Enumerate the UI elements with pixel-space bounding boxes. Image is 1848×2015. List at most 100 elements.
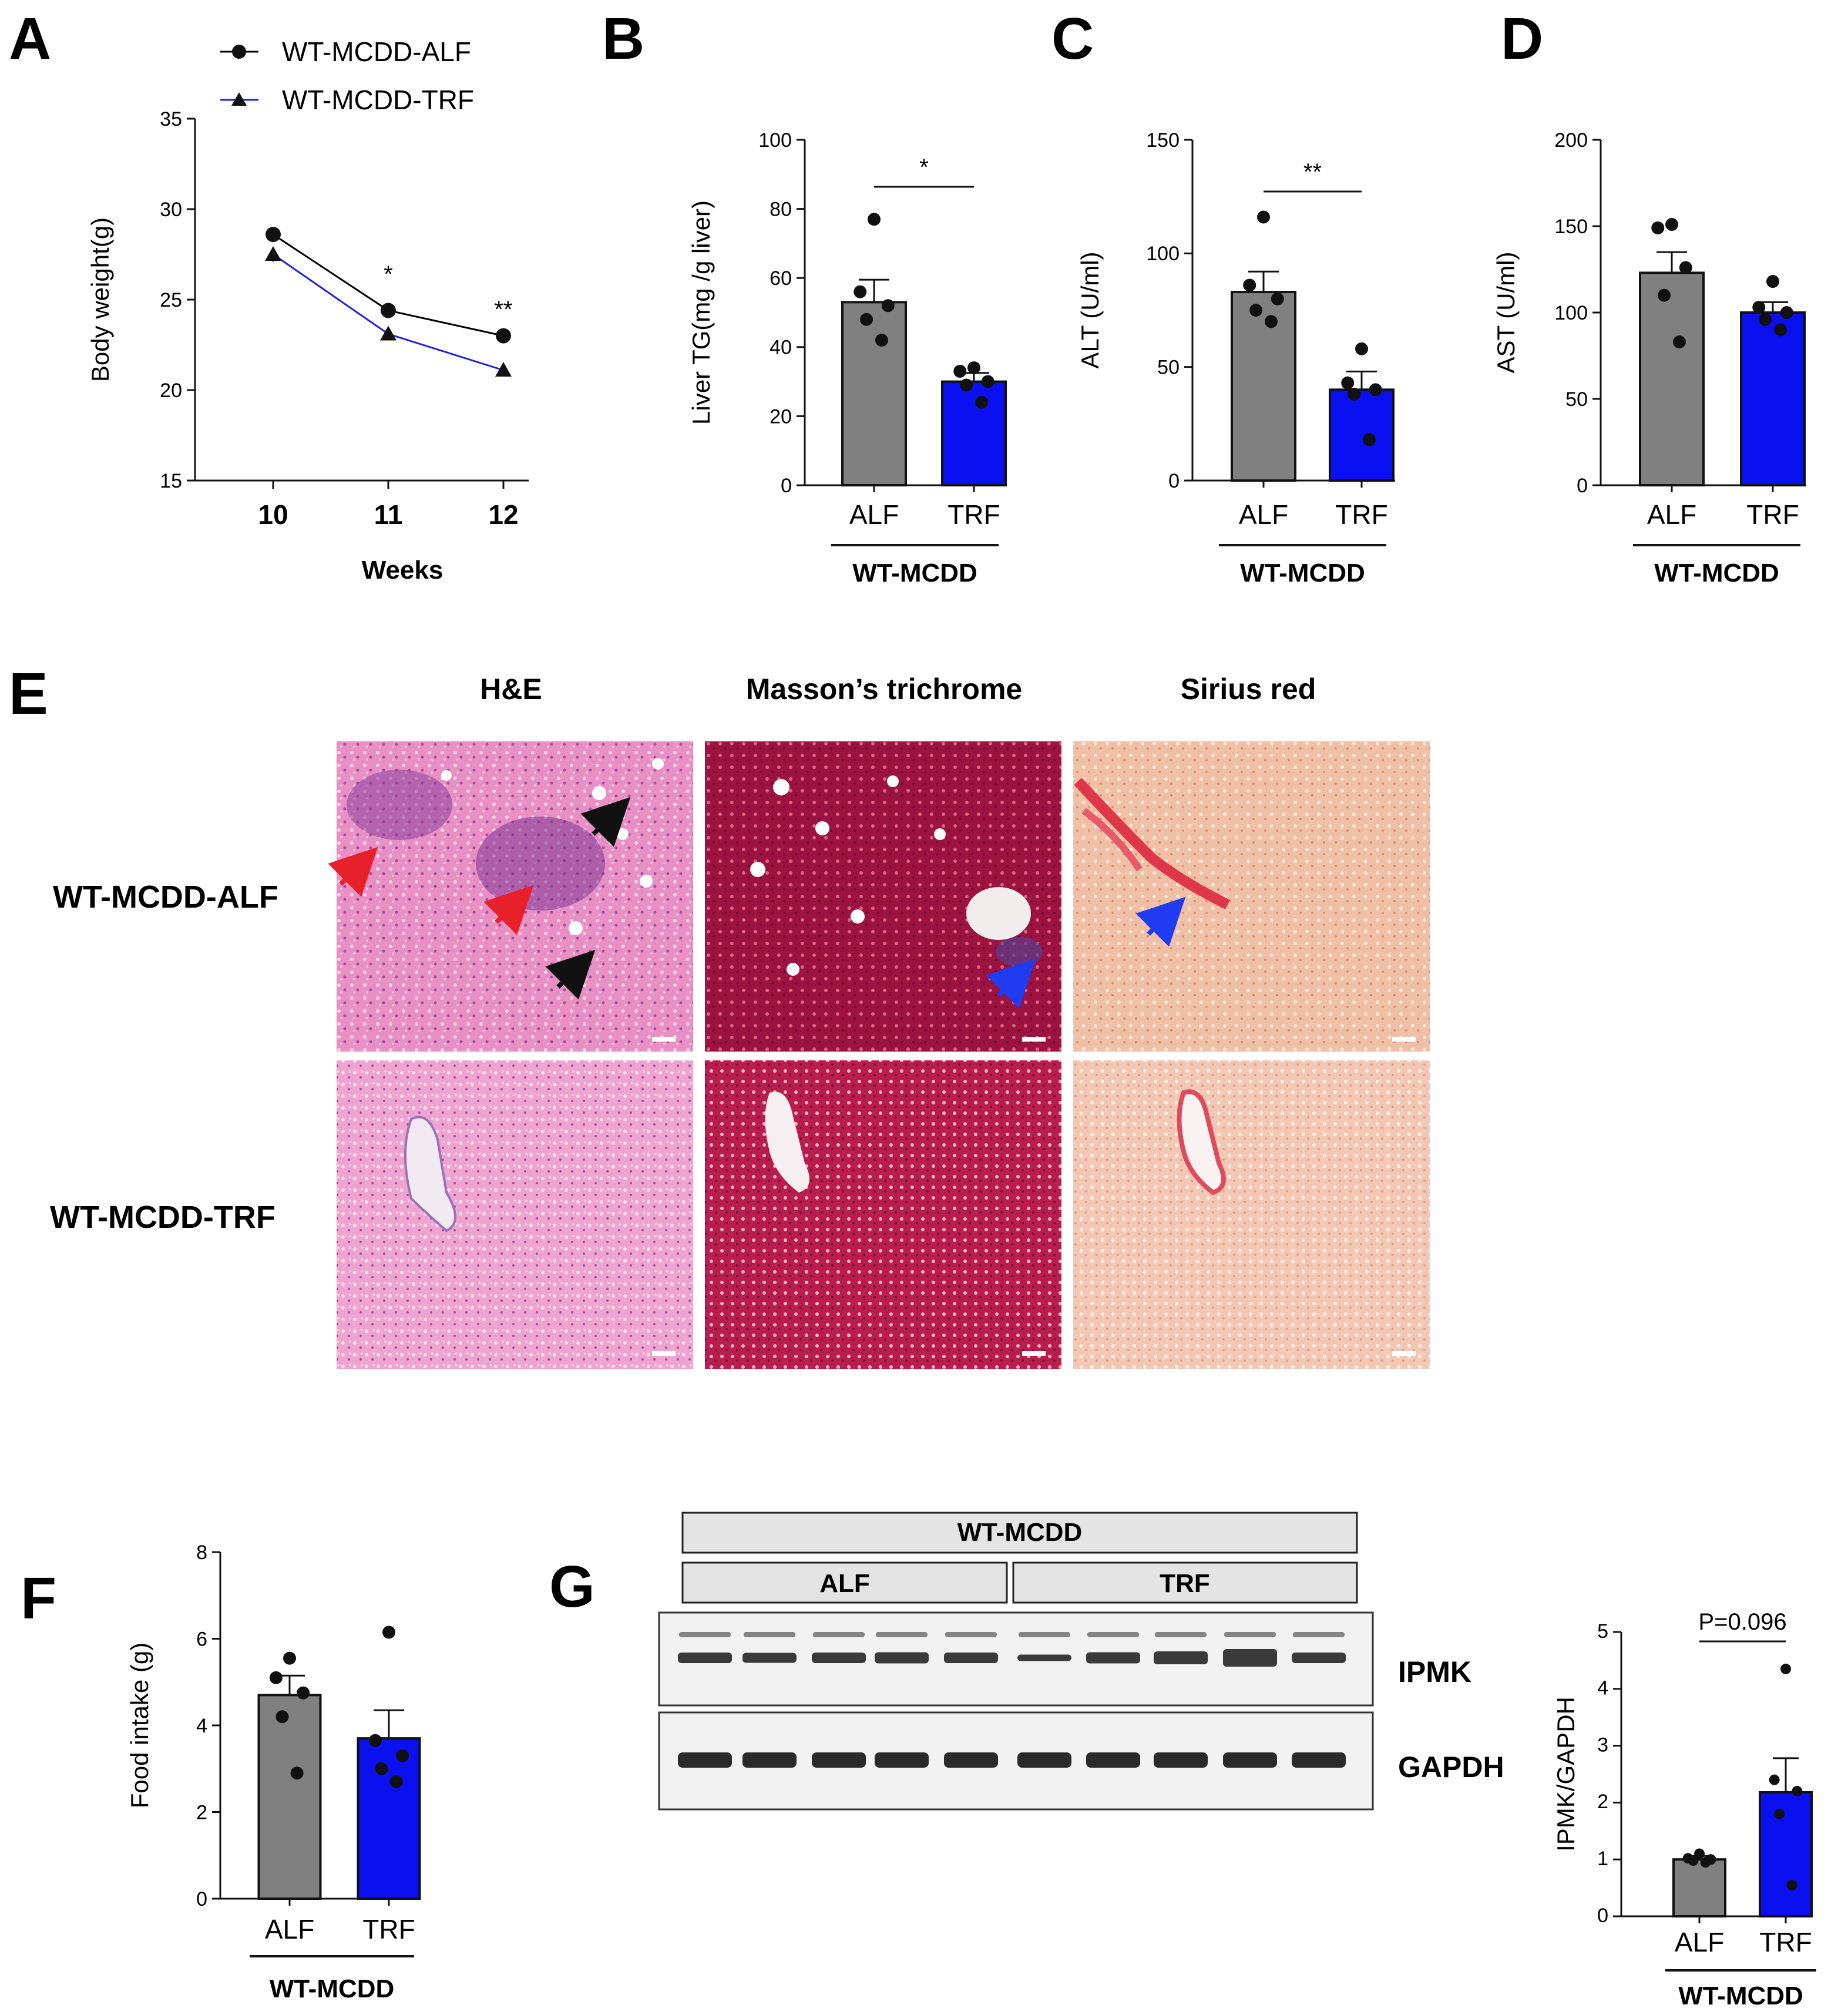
y-tick-label: 2 [196,1801,207,1823]
band-ipmk-upper [876,1632,928,1637]
group-label: WT-MCDD [1654,559,1779,587]
y-tick-label: 50 [1157,357,1180,379]
data-point [266,227,281,243]
significance-label: * [384,261,393,287]
band-ipmk-upper [679,1632,731,1637]
data-point [1752,301,1766,314]
legend-label: WT-MCDD-TRF [282,85,474,115]
band-gapdh [1292,1752,1346,1768]
significance-label: ** [1303,159,1322,185]
y-tick-label: 0 [781,475,792,497]
data-point [960,378,973,392]
y-tick-label: 3 [1597,1734,1608,1756]
micrograph-sirius-alf [1073,741,1430,1052]
y-tick-label: 2 [1597,1791,1608,1813]
blot-subgroup-trf [1012,1561,1358,1604]
micrograph-he-alf [328,741,693,1052]
y-tick-label: 15 [160,470,182,492]
y-tick-label: 50 [1565,388,1588,411]
blot-group-label: WT-MCDD [957,1518,1083,1547]
data-point [1362,433,1376,446]
data-point [382,1626,395,1639]
band-ipmk-upper [744,1632,795,1637]
band-ipmk [875,1652,929,1664]
band-ipmk-upper [1155,1632,1207,1637]
y-tick-label: 0 [1597,1905,1608,1927]
y-axis-label: Food intake (g) [126,1643,153,1808]
y-tick-label: 100 [1554,302,1588,324]
micrograph-he-trf [337,1060,693,1369]
data-point [875,334,888,347]
data-point [297,1686,310,1700]
band-ipmk [1086,1652,1140,1664]
y-axis-label: AST (U/ml) [1492,252,1520,374]
data-point [380,325,397,341]
data-point [975,395,988,409]
stain-title-sirius: Sirius red [1181,673,1316,706]
band-ipmk-upper [1019,1632,1070,1637]
data-point [1672,335,1686,348]
group-label: WT-MCDD [1240,559,1365,587]
data-point [368,1734,382,1747]
group-label: WT-MCDD [852,559,977,587]
micrograph-masson-trf [705,1060,1061,1369]
blot-subgroup-trf-label: TRF [1160,1569,1210,1598]
x-tick-label: TRF [947,499,1000,530]
panel-letter-e: E [9,661,48,727]
bar-alf [841,301,907,486]
x-tick-label: TRF [1759,1927,1812,1957]
data-point [1759,313,1772,326]
band-ipmk [678,1653,732,1663]
band-gapdh [1223,1752,1277,1768]
chart-f: 0 2 4 6 8 Food intake (g) ALF TRF WT-MCDD [126,1542,421,2003]
data-point [1355,342,1368,355]
data-point [1271,292,1284,305]
y-tick-label: 80 [770,199,792,221]
y-tick-label: 30 [160,199,182,221]
stain-title-masson: Masson’s trichrome [746,673,1023,706]
data-point [496,328,511,344]
band-ipmk [1017,1654,1071,1661]
band-gapdh [944,1752,998,1768]
band-ipmk [1292,1653,1346,1663]
blot-subgroup-alf [681,1561,1008,1604]
band-ipmk [1223,1649,1277,1667]
band-label-ipmk: IPMK [1398,1655,1471,1688]
band-ipmk-upper [1293,1632,1345,1637]
band-gapdh [742,1752,797,1768]
data-point [1651,221,1665,234]
data-point [860,313,873,326]
data-point [1773,323,1787,337]
bar-alf [257,1694,322,1900]
y-tick-label: 100 [1146,243,1180,265]
data-point [1257,210,1270,224]
band-ipmk-upper [1087,1632,1139,1637]
x-tick-label: 11 [374,499,403,530]
panel-letter-b: B [602,6,644,72]
data-point [1658,288,1671,302]
western-blot: WT-MCDD ALF TRF IPMK GAPDH [658,1512,1504,1811]
band-ipmk [1154,1651,1208,1664]
y-tick-label: 0 [196,1888,207,1910]
band-label-gapdh: GAPDH [1398,1751,1504,1784]
chart-b: 0 20 40 60 80 100 Liver TG(mg /g liver) ALF TRF W… [687,129,1007,587]
y-tick-label: 200 [1554,129,1588,152]
bar-trf [941,380,1007,486]
significance-label: ** [494,297,512,323]
y-axis-label: Body weight(g) [86,217,114,382]
y-axis-label: IPMK/GAPDH [1552,1697,1580,1852]
legend-marker [232,45,246,59]
y-tick-label: 4 [196,1715,207,1737]
data-point [1348,388,1361,401]
data-point [396,1749,409,1762]
data-point [1780,1663,1791,1674]
band-gapdh [678,1752,732,1768]
y-tick-label: 5 [1597,1620,1608,1643]
data-point [1694,1848,1705,1859]
y-axis-label: Liver TG(mg /g liver) [687,200,715,425]
x-tick-label: TRF [1335,499,1387,530]
panel-letter-c: C [1051,6,1094,72]
significance-label: P=0.096 [1698,1609,1786,1635]
y-tick-label: 25 [160,289,182,311]
